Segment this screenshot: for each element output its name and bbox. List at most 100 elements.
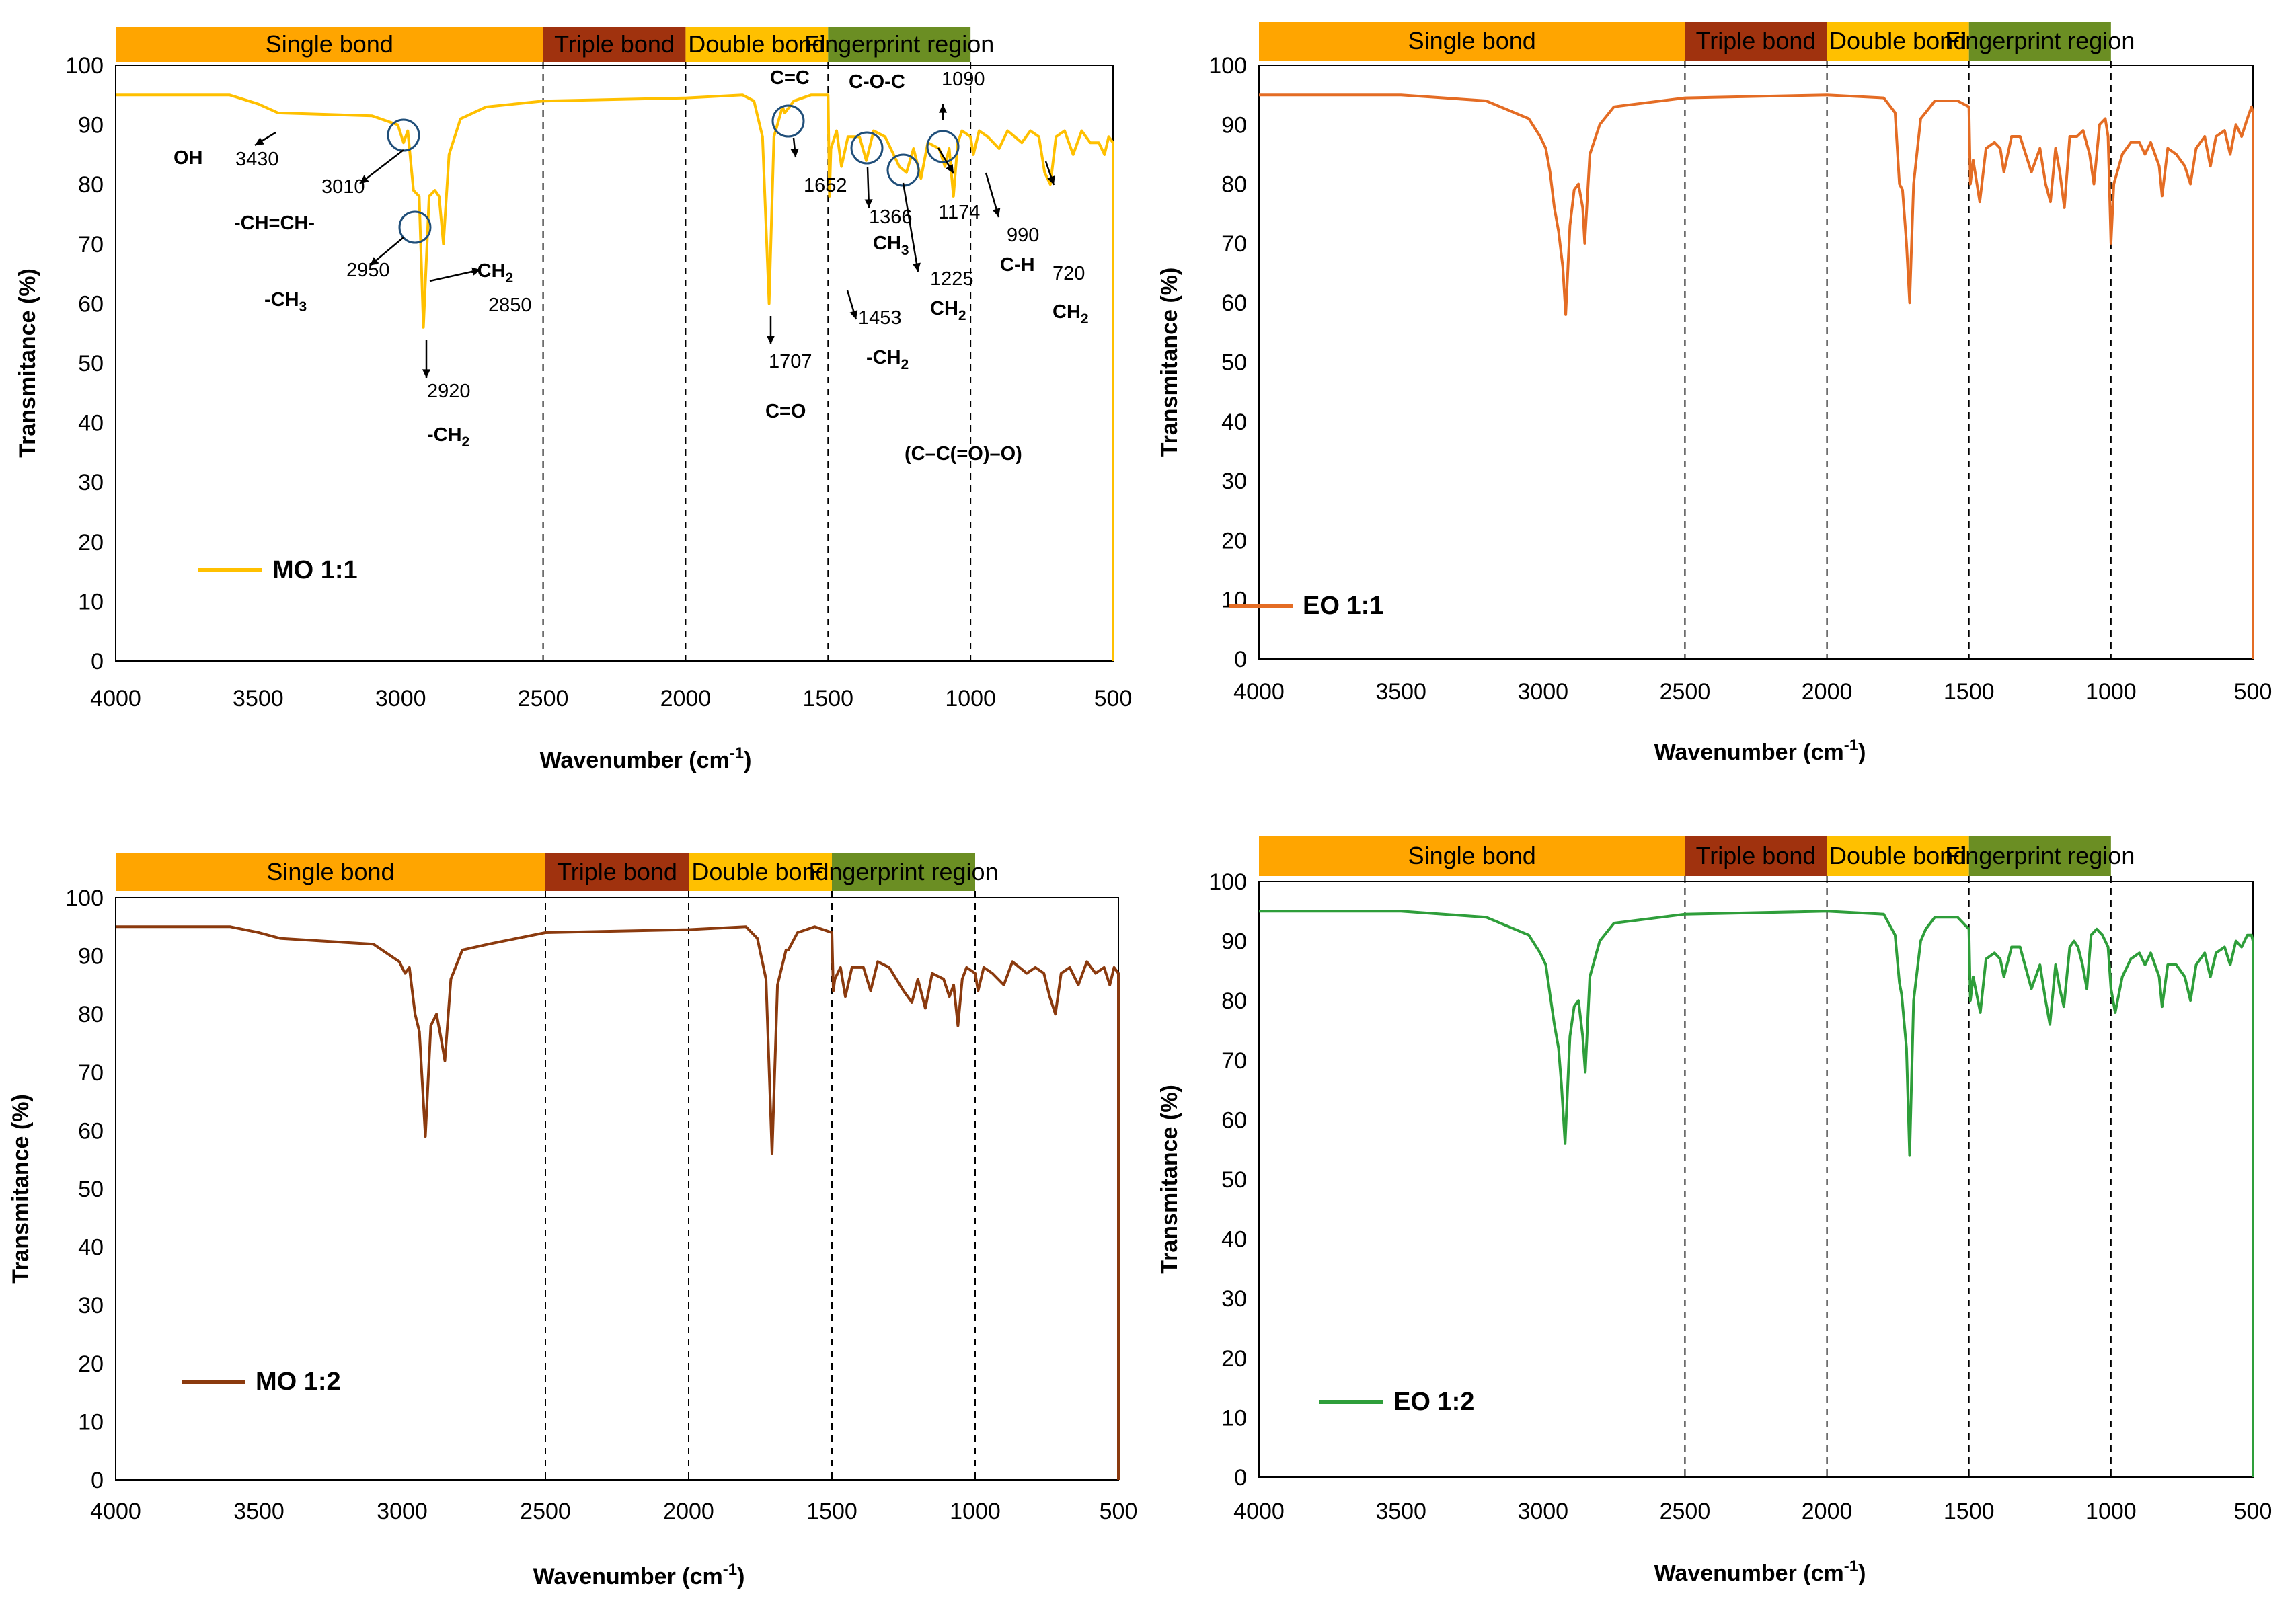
x-tick-label: 3500 bbox=[1375, 1499, 1426, 1524]
x-tick-label: 1000 bbox=[950, 1499, 1001, 1524]
annotation-arrow-head bbox=[255, 137, 264, 145]
y-tick-label: 30 bbox=[78, 1293, 104, 1318]
region-band bbox=[685, 27, 829, 62]
region-label: Single bond bbox=[1408, 27, 1536, 54]
x-tick-label: 2000 bbox=[1802, 679, 1853, 705]
x-tick-label: 3500 bbox=[233, 1499, 284, 1524]
legend-label: EO 1:2 bbox=[1393, 1388, 1474, 1416]
annotation-arrow-head bbox=[360, 175, 369, 184]
y-axis-title: Transmitance (%) bbox=[1157, 1085, 1182, 1274]
peak-annotation: 1366 bbox=[869, 206, 913, 228]
series-line bbox=[1259, 93, 2254, 659]
y-tick-label: 80 bbox=[78, 1002, 104, 1027]
peak-circle bbox=[850, 131, 884, 165]
y-tick-label: 90 bbox=[1221, 112, 1247, 138]
peak-annotation: CH2 bbox=[1053, 301, 1089, 327]
subscript: 2 bbox=[901, 357, 909, 372]
annotation-arrow-head bbox=[370, 257, 379, 266]
peak-annotation: 990 bbox=[1007, 225, 1039, 246]
region-band bbox=[1685, 22, 1827, 61]
x-tick-label: 3000 bbox=[377, 1499, 428, 1524]
annotation-arrow-head bbox=[849, 310, 858, 319]
peak-circle bbox=[398, 210, 432, 244]
peak-annotation: 2920 bbox=[427, 381, 471, 402]
y-tick-label: 20 bbox=[1221, 1346, 1247, 1372]
peak-annotation: -CH=CH- bbox=[234, 212, 315, 234]
peak-annotation: -CH2 bbox=[427, 424, 469, 450]
chart-svg: Single bond Triple bond Double bondFingerp… bbox=[15, 27, 1132, 773]
region-band bbox=[116, 853, 545, 891]
x-axis-title-superscript: -1 bbox=[723, 1561, 737, 1579]
x-axis-title: Wavenumber (cm-1) bbox=[533, 1561, 745, 1589]
x-tick-label: 1500 bbox=[1944, 679, 1995, 705]
y-tick-label: 60 bbox=[1221, 1107, 1247, 1133]
subscript: 2 bbox=[1081, 311, 1089, 327]
y-tick-label: 60 bbox=[78, 291, 104, 317]
x-tick-label: 500 bbox=[2234, 1499, 2272, 1524]
peak-annotation: 1174 bbox=[938, 202, 980, 223]
y-tick-label: 80 bbox=[78, 172, 104, 198]
region-label: Double bond bbox=[691, 858, 829, 885]
peak-annotation: OH bbox=[174, 147, 203, 169]
x-axis-title-close: ) bbox=[1858, 740, 1866, 765]
series-line bbox=[116, 93, 1114, 661]
subscript: 2 bbox=[506, 270, 514, 286]
y-tick-label: 0 bbox=[91, 649, 104, 674]
region-band bbox=[116, 27, 543, 62]
chart-svg: Single bond Triple bond Double bondFingerp… bbox=[8, 853, 1137, 1589]
region-label: Fingerprint region bbox=[804, 30, 994, 58]
region-label: Triple bond bbox=[554, 30, 675, 58]
x-tick-label: 4000 bbox=[90, 686, 141, 711]
annotation-arrow-head bbox=[946, 164, 954, 173]
y-tick-label: 100 bbox=[1209, 869, 1247, 895]
y-tick-label: 70 bbox=[78, 232, 104, 258]
subscript: 2 bbox=[958, 308, 966, 323]
peak-annotation: 720 bbox=[1053, 263, 1085, 284]
region-label: Single bond bbox=[266, 858, 394, 885]
x-tick-label: 3000 bbox=[1517, 679, 1568, 705]
legend-label: EO 1:1 bbox=[1303, 592, 1383, 620]
y-tick-label: 50 bbox=[1221, 1167, 1247, 1193]
region-label: Double bond bbox=[1829, 842, 1966, 869]
y-tick-label: 80 bbox=[1221, 172, 1247, 198]
y-tick-label: 40 bbox=[78, 1235, 104, 1261]
x-tick-label: 3000 bbox=[1517, 1499, 1568, 1524]
region-label: Fingerprint region bbox=[1945, 842, 2135, 869]
chart-panel-eo-1-2: Single bond Triple bond Double bond Fingerp… bbox=[1148, 808, 2296, 1615]
y-axis-title: Transmitance (%) bbox=[15, 268, 40, 458]
y-tick-label: 90 bbox=[78, 944, 104, 970]
region-band bbox=[1968, 836, 2111, 876]
y-tick-label: 70 bbox=[78, 1060, 104, 1086]
x-tick-label: 2000 bbox=[660, 686, 712, 711]
annotation-arrow-shaft bbox=[429, 268, 482, 282]
peak-annotation: -CH2 bbox=[471, 260, 513, 286]
peak-annotation: CH3 bbox=[873, 233, 909, 258]
subscript: 2 bbox=[462, 434, 470, 450]
y-tick-label: 20 bbox=[78, 1351, 104, 1377]
peak-annotation: 3430 bbox=[235, 149, 279, 170]
peak-annotation: (C–C(=O)–O) bbox=[905, 443, 1022, 465]
x-axis-title-close: ) bbox=[1858, 1561, 1866, 1586]
region-band bbox=[1827, 836, 1969, 876]
y-tick-label: 30 bbox=[1221, 1286, 1247, 1312]
x-tick-label: 1000 bbox=[2085, 1499, 2137, 1524]
x-axis-title: Wavenumber (cm-1) bbox=[1654, 1557, 1866, 1586]
chart-svg: Single bond Triple bond Double bondFingerp… bbox=[1157, 22, 2272, 765]
region-band bbox=[545, 853, 689, 891]
region-band bbox=[689, 853, 832, 891]
chart-svg: Single bond Triple bond Double bondFingerp… bbox=[1157, 836, 2272, 1586]
y-tick-label: 40 bbox=[1221, 409, 1247, 435]
y-tick-label: 90 bbox=[78, 113, 104, 139]
x-axis-title: Wavenumber (cm-1) bbox=[1654, 736, 1866, 765]
region-band bbox=[1685, 836, 1827, 876]
x-tick-label: 3000 bbox=[375, 686, 426, 711]
annotation-arrow-head bbox=[471, 267, 481, 276]
y-tick-label: 70 bbox=[1221, 231, 1247, 257]
y-axis-title: Transmitance (%) bbox=[1157, 268, 1182, 457]
annotation-arrow-head bbox=[912, 262, 921, 272]
y-tick-label: 10 bbox=[78, 589, 104, 615]
y-tick-label: 40 bbox=[78, 411, 104, 436]
x-tick-label: 2500 bbox=[1660, 1499, 1711, 1524]
annotation-arrow-shaft bbox=[359, 149, 404, 184]
x-tick-label: 1000 bbox=[2085, 679, 2137, 705]
